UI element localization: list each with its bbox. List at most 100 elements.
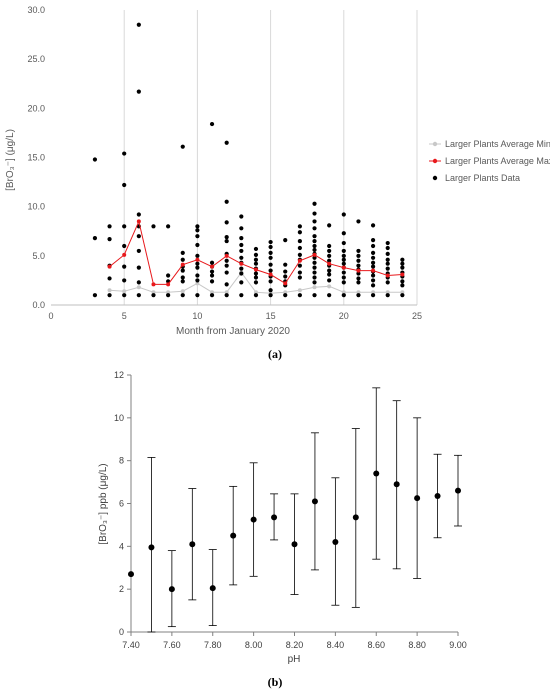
data-point bbox=[341, 275, 346, 280]
data-point bbox=[297, 275, 302, 280]
data-point bbox=[224, 199, 229, 204]
data-point bbox=[92, 236, 98, 241]
data-point bbox=[166, 293, 171, 298]
data-point bbox=[327, 253, 332, 258]
data-point bbox=[327, 272, 332, 277]
data-point bbox=[312, 260, 317, 265]
legend-label-average-min: Larger Plants Average Min. bbox=[445, 139, 550, 149]
data-point bbox=[253, 257, 259, 262]
line-marker bbox=[195, 257, 200, 262]
legend-label-plant-data: Larger Plants Data bbox=[445, 173, 520, 183]
data-point bbox=[271, 514, 278, 521]
line-marker bbox=[166, 290, 171, 295]
data-point bbox=[239, 214, 244, 219]
data-point bbox=[136, 89, 141, 94]
data-point bbox=[370, 238, 376, 243]
chart-b-x-axis-label: pH bbox=[288, 654, 301, 665]
line-marker bbox=[327, 261, 332, 266]
data-point bbox=[312, 293, 317, 298]
data-point bbox=[297, 245, 302, 251]
data-point bbox=[107, 237, 112, 242]
chart-b-x-tick-labels: 7.40 7.60 7.80 8.00 8.20 8.40 8.60 8.80 9.00 bbox=[122, 632, 467, 650]
data-point bbox=[224, 282, 229, 287]
data-point bbox=[268, 268, 273, 273]
data-point bbox=[151, 293, 156, 298]
data-point bbox=[239, 280, 244, 285]
data-point bbox=[356, 276, 361, 281]
data-point bbox=[312, 211, 317, 216]
data-point bbox=[268, 262, 273, 267]
data-point bbox=[341, 280, 346, 285]
data-point bbox=[180, 279, 185, 284]
data-point bbox=[136, 212, 141, 217]
line-marker bbox=[356, 268, 361, 273]
data-point bbox=[297, 230, 302, 235]
data-point bbox=[136, 280, 141, 285]
data-point bbox=[224, 235, 229, 240]
line-marker bbox=[210, 290, 215, 295]
line-marker bbox=[180, 262, 185, 267]
y-tick-label: 6 bbox=[119, 499, 124, 509]
x-tick-label: 25 bbox=[412, 311, 422, 321]
data-point bbox=[341, 231, 346, 236]
x-tick-label: 7.40 bbox=[122, 640, 140, 650]
chart-b-y-axis-label: [BrO₃⁻] ppb (μg/L) bbox=[98, 463, 109, 544]
data-point bbox=[400, 257, 405, 262]
chart-b-y-tick-labels: 0 2 4 6 8 10 12 bbox=[114, 370, 131, 637]
data-point bbox=[195, 224, 200, 229]
data-point bbox=[136, 22, 141, 27]
data-point bbox=[253, 261, 259, 266]
data-point bbox=[311, 498, 318, 505]
data-point bbox=[195, 242, 200, 248]
y-tick-label: 30.0 bbox=[27, 5, 45, 15]
line-marker bbox=[136, 285, 141, 290]
x-tick-label: 7.80 bbox=[204, 640, 222, 650]
data-point bbox=[370, 273, 376, 278]
caption-a: (a) bbox=[268, 347, 282, 361]
data-point bbox=[128, 571, 134, 578]
chart-a-legend: Larger Plants Average Min. Larger Plants… bbox=[429, 139, 550, 183]
data-point bbox=[180, 293, 185, 298]
line-marker bbox=[297, 258, 302, 263]
data-point bbox=[122, 264, 127, 269]
data-point bbox=[250, 516, 257, 523]
data-point bbox=[312, 270, 317, 275]
line-marker bbox=[210, 264, 215, 269]
data-point bbox=[312, 201, 317, 206]
line-marker bbox=[400, 272, 405, 277]
line-marker bbox=[283, 290, 288, 295]
data-point bbox=[239, 242, 244, 248]
data-point bbox=[239, 248, 244, 254]
legend-item-plant-data: Larger Plants Data bbox=[432, 173, 520, 183]
chart-b-points bbox=[128, 387, 462, 633]
line-marker bbox=[312, 285, 317, 290]
data-point bbox=[268, 288, 273, 293]
chart-a-y-axis-label: [BrO₃⁻] (μg/L) bbox=[5, 129, 16, 191]
line-marker bbox=[239, 261, 244, 266]
chart-b: 7.40 7.60 7.80 8.00 8.20 8.40 8.60 8.80 9.00 0 2 4… bbox=[98, 370, 467, 665]
y-tick-label: 10 bbox=[114, 413, 124, 423]
data-point bbox=[166, 273, 171, 278]
data-point bbox=[107, 276, 112, 281]
line-marker bbox=[371, 290, 376, 295]
data-point bbox=[224, 270, 229, 275]
line-marker bbox=[327, 284, 332, 289]
data-point bbox=[107, 224, 112, 229]
data-point bbox=[122, 293, 127, 298]
line-marker bbox=[224, 253, 229, 258]
data-point bbox=[400, 293, 405, 298]
data-point bbox=[195, 278, 200, 283]
data-point bbox=[393, 481, 400, 488]
data-point bbox=[268, 279, 273, 284]
x-tick-label: 5 bbox=[122, 311, 127, 321]
y-tick-label: 25.0 bbox=[27, 54, 45, 64]
data-point bbox=[341, 257, 346, 262]
line-marker bbox=[253, 290, 258, 295]
data-point bbox=[180, 144, 185, 149]
data-point bbox=[312, 265, 317, 270]
data-point bbox=[385, 266, 390, 271]
data-point bbox=[224, 263, 229, 268]
legend-item-average-max: Larger Plants Average Max. bbox=[429, 156, 550, 166]
data-point bbox=[268, 244, 273, 250]
data-point bbox=[253, 293, 259, 298]
